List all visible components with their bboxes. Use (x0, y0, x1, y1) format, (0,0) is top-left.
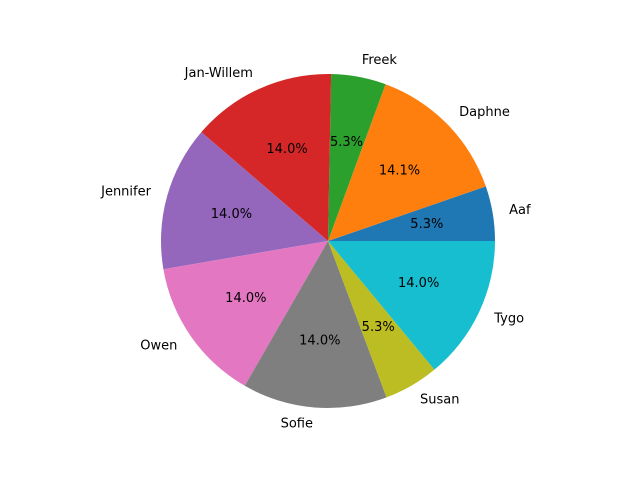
pie-slice-aaf (328, 186, 496, 241)
pie-slices (161, 74, 496, 408)
percent-label-sofie: 14.0% (299, 333, 340, 348)
category-label-owen: Owen (140, 339, 177, 354)
category-label-aaf: Aaf (509, 203, 531, 218)
percent-label-freek: 5.3% (330, 135, 363, 150)
category-label-freek: Freek (362, 53, 398, 68)
percent-label-susan: 5.3% (362, 320, 395, 335)
percent-label-jan-willem: 14.0% (266, 142, 307, 157)
pie-slice-susan (328, 241, 435, 398)
pie-slice-daphne (328, 84, 486, 241)
percent-label-daphne: 14.1% (379, 163, 420, 178)
pie-slice-jan-willem (201, 74, 332, 241)
category-label-tygo: Tygo (493, 312, 524, 327)
category-label-jennifer: Jennifer (100, 184, 151, 199)
category-label-jan-willem: Jan-Willem (184, 66, 253, 81)
percent-label-owen: 14.0% (225, 291, 266, 306)
percent-label-jennifer: 14.0% (211, 207, 252, 222)
pie-slice-sofie (244, 241, 387, 408)
pie-labels: Aaf 5.3% Daphne 14.1% Freek 5.3% Jan-Willem 14.… (100, 53, 531, 432)
category-label-daphne: Daphne (459, 105, 510, 120)
pie-slice-owen (163, 241, 328, 386)
pie-slice-jennifer (161, 132, 328, 270)
percent-label-aaf: 5.3% (410, 217, 443, 232)
pie-slice-freek (328, 74, 386, 242)
pie-slice-tygo (328, 241, 495, 370)
category-label-susan: Susan (420, 392, 459, 407)
percent-label-tygo: 14.0% (398, 276, 439, 291)
category-label-sofie: Sofie (281, 417, 313, 432)
